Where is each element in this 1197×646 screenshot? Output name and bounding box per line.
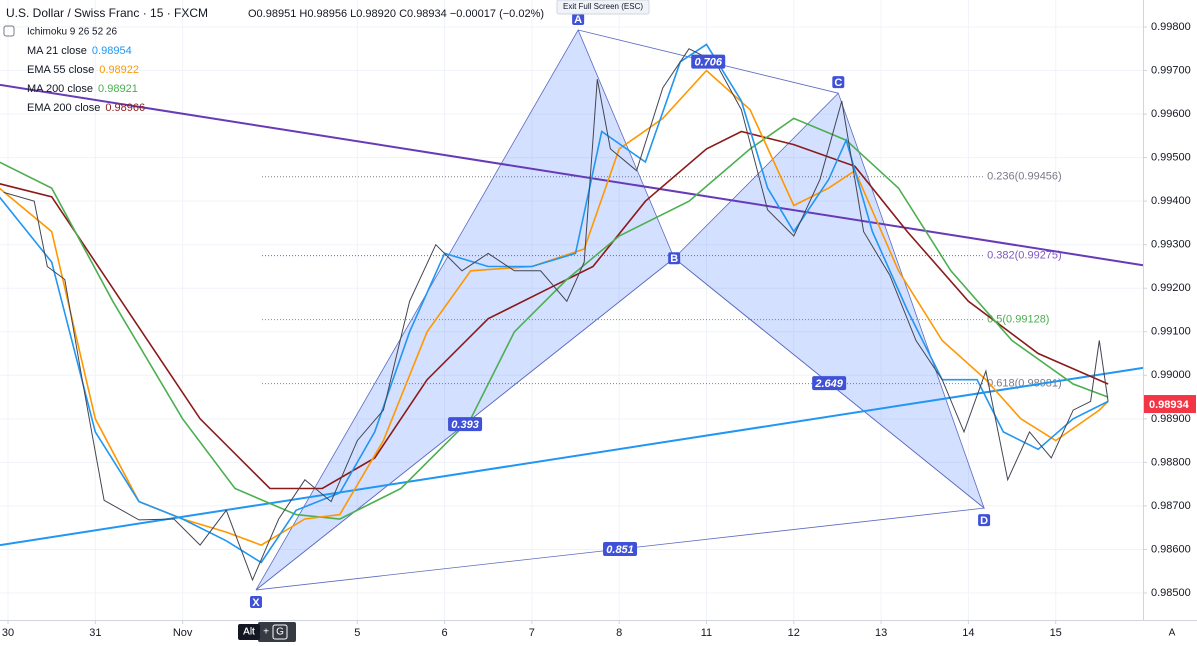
ratio-label: 0.393 [451, 419, 479, 431]
y-tick-label: 0.98600 [1151, 543, 1191, 555]
legend-name: EMA 200 close [27, 102, 100, 114]
y-tick-label: 0.99000 [1151, 369, 1191, 381]
pattern-point-box [668, 252, 681, 265]
ratio-label: 0.851 [606, 544, 634, 556]
x-tick-label: 7 [529, 627, 535, 639]
pattern-point-label: A [574, 14, 582, 26]
y-tick-label: 0.99800 [1151, 21, 1191, 33]
y-tick-label: 0.99100 [1151, 326, 1191, 338]
exit-fullscreen-text[interactable]: Exit Full Screen (ESC) [563, 2, 643, 11]
x-tick-label: 30 [2, 627, 14, 639]
y-tick-label: 0.98900 [1151, 413, 1191, 425]
y-tick-label: 0.99400 [1151, 195, 1191, 207]
pattern-point-label: C [834, 77, 842, 89]
x-tick-label: 14 [962, 627, 974, 639]
legend-name: EMA 55 close [27, 64, 94, 76]
legend-value: 0.98922 [99, 64, 139, 76]
ratio-box [812, 376, 847, 391]
ratio-label: 0.706 [694, 57, 722, 69]
fib-label: 0.5(0.99128) [987, 313, 1049, 325]
x-tick-label: 11 [701, 627, 712, 639]
hotkey-text: Alt [243, 627, 255, 638]
ohlc-info: O0.98951 H0.98956 L0.98920 C0.98934 −0.0… [248, 8, 544, 20]
y-tick-label: 0.99700 [1151, 64, 1191, 76]
legend-value: 0.98966 [105, 102, 145, 114]
legend-name: MA 200 close [27, 83, 93, 95]
ratio-box [691, 54, 726, 69]
indicator-label: Ichimoku 9 26 52 26 [27, 27, 117, 38]
hotkey-box [238, 624, 260, 640]
trendline [0, 83, 1144, 267]
hotkey-text: G [276, 627, 284, 638]
last-price-label: 0.98934 [1149, 399, 1190, 411]
legend-value: 0.98921 [98, 83, 138, 95]
y-tick-label: 0.98700 [1151, 500, 1191, 512]
price-line [3, 48, 1109, 582]
y-tick-label: 0.99200 [1151, 282, 1191, 294]
last-price-box [1144, 395, 1196, 414]
pattern-point-label: D [980, 515, 988, 527]
auto-scale-button[interactable]: A [1169, 628, 1176, 639]
y-tick-label: 0.98500 [1151, 587, 1191, 599]
pattern-point-box [572, 13, 585, 26]
ma-line [0, 69, 1109, 546]
legend-name: MA 21 close [27, 45, 87, 57]
fib-label: 0.236(0.99456) [987, 171, 1062, 183]
x-tick-label: 12 [788, 627, 800, 639]
x-tick-label: 8 [616, 627, 622, 639]
pattern-point-label: B [670, 253, 678, 265]
ma-line [0, 117, 1109, 520]
plot-area: 0.236(0.99456) 0.382(0.99275) 0.5(0.99128)… [0, 0, 1144, 620]
ratio-box [448, 417, 483, 432]
x-tick-label: 15 [1050, 627, 1062, 639]
exit-fullscreen-button[interactable] [556, 0, 650, 15]
legend-value: 0.98954 [92, 45, 132, 57]
ma-line [0, 43, 1109, 564]
hotkey-text: + [263, 627, 269, 638]
legend: MA 21 close 0.98954 EMA 55 close 0.98922 MA … [27, 45, 145, 114]
y-tick-label: 0.99300 [1151, 239, 1191, 251]
x-tick-label: Nov [173, 627, 193, 639]
fib-label: 0.382(0.99275) [987, 249, 1062, 261]
y-tick-label: 0.99600 [1151, 108, 1191, 120]
fib-label: 0.618(0.98981) [987, 377, 1062, 389]
x-tick-label: 6 [441, 627, 447, 639]
hotkey-text: Alt [243, 627, 255, 638]
y-tick-label: 0.99500 [1151, 152, 1191, 164]
pattern-point-label: X [252, 597, 260, 609]
x-tick-label: 5 [354, 627, 360, 639]
trendline [0, 366, 1144, 547]
x-tick-label: 31 [89, 627, 101, 639]
pattern-point-box [978, 514, 991, 527]
pattern-point-box [249, 595, 262, 608]
x-tick-label: 13 [875, 627, 887, 639]
y-tick-label: 0.98800 [1151, 456, 1191, 468]
ratio-label: 2.649 [814, 378, 843, 390]
ratio-box [603, 542, 638, 557]
ma-line [0, 130, 1109, 490]
collapse-icon[interactable] [3, 25, 15, 37]
hotkey-box [272, 624, 288, 640]
chart-title: U.S. Dollar / Swiss Franc · 15 · FXCM [6, 6, 208, 20]
pattern-point-box [832, 76, 845, 89]
